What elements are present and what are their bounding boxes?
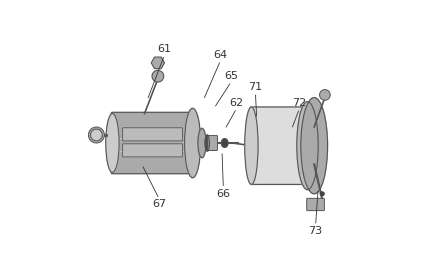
Text: 65: 65 xyxy=(224,71,238,81)
Ellipse shape xyxy=(205,135,210,151)
FancyBboxPatch shape xyxy=(123,128,182,141)
Text: 72: 72 xyxy=(292,98,307,108)
Circle shape xyxy=(152,70,164,82)
FancyBboxPatch shape xyxy=(250,107,309,184)
FancyBboxPatch shape xyxy=(208,136,218,150)
FancyBboxPatch shape xyxy=(111,112,194,174)
Text: 71: 71 xyxy=(248,82,262,92)
Ellipse shape xyxy=(185,108,201,178)
Circle shape xyxy=(91,129,102,141)
Ellipse shape xyxy=(245,107,258,184)
Polygon shape xyxy=(151,57,165,69)
Circle shape xyxy=(320,192,324,196)
Text: 61: 61 xyxy=(158,45,171,55)
Ellipse shape xyxy=(301,97,328,194)
Text: 73: 73 xyxy=(309,226,323,236)
Text: 62: 62 xyxy=(230,98,244,108)
Ellipse shape xyxy=(297,102,318,190)
Text: 64: 64 xyxy=(214,50,228,60)
Ellipse shape xyxy=(198,128,206,158)
Ellipse shape xyxy=(222,139,228,147)
FancyBboxPatch shape xyxy=(307,198,325,211)
FancyBboxPatch shape xyxy=(123,144,182,157)
Circle shape xyxy=(88,127,104,143)
Ellipse shape xyxy=(106,114,119,173)
Circle shape xyxy=(320,90,330,100)
Text: 67: 67 xyxy=(152,200,166,210)
Text: 66: 66 xyxy=(216,189,230,199)
